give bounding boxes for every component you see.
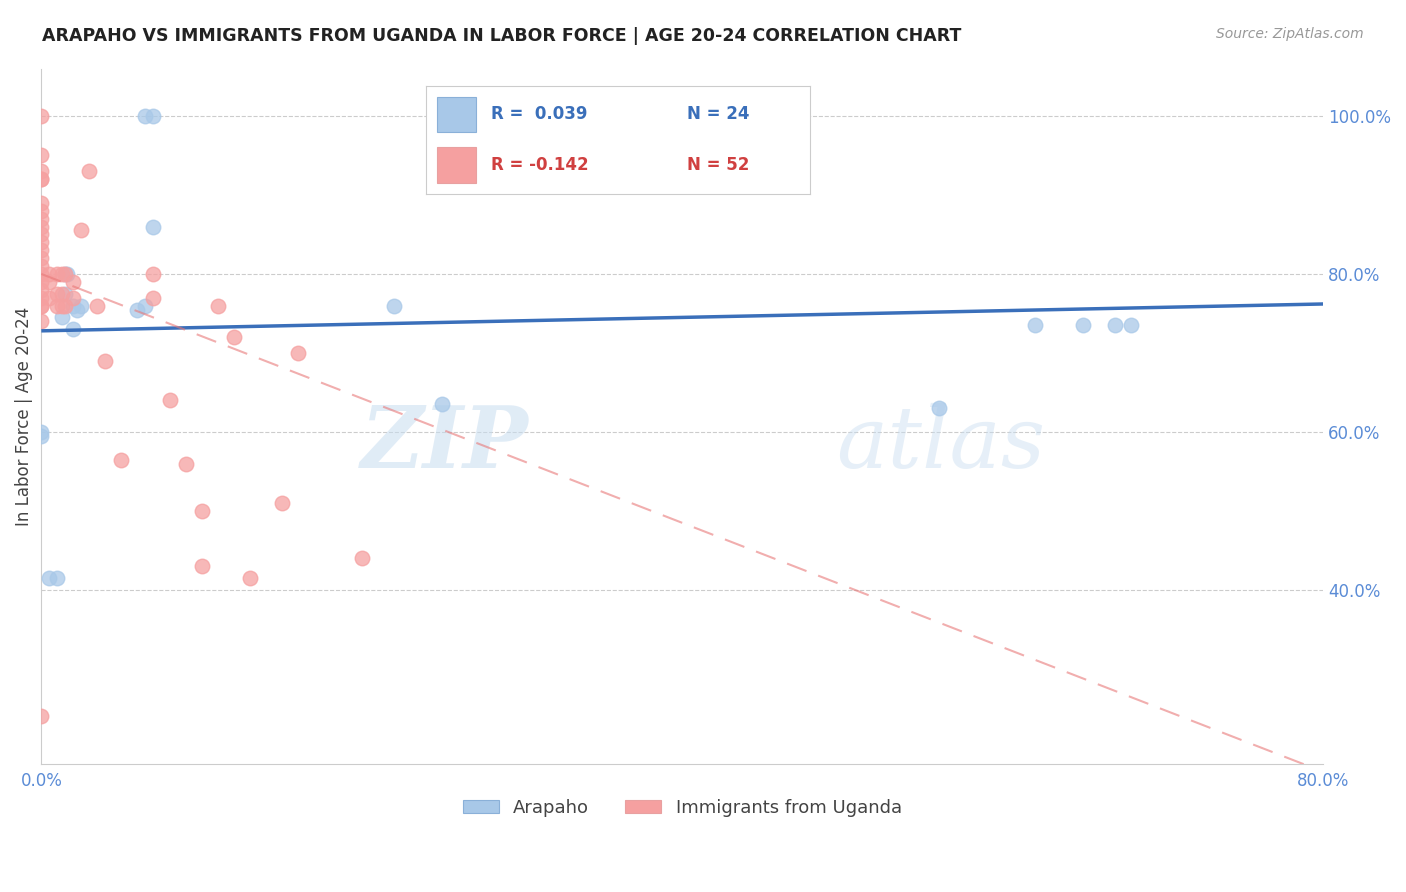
Point [110, 452, 132, 467]
Point [79, 164, 101, 178]
Text: Source: ZipAtlas.com: Source: ZipAtlas.com [1216, 27, 1364, 41]
Point [53, 286, 76, 301]
Point [142, 109, 165, 123]
Point [65, 302, 87, 317]
Point [30, 227, 52, 242]
Point [239, 571, 262, 585]
Point [30, 275, 52, 289]
Point [46, 299, 69, 313]
Point [62, 275, 84, 289]
Point [30, 709, 52, 723]
Point [1024, 318, 1046, 333]
Point [62, 299, 84, 313]
Y-axis label: In Labor Force | Age 20-24: In Labor Force | Age 20-24 [15, 307, 32, 525]
Point [46, 267, 69, 281]
Point [30, 299, 52, 313]
Point [30, 172, 52, 186]
Point [142, 291, 165, 305]
Point [30, 267, 52, 281]
Point [94, 354, 117, 368]
Point [430, 397, 453, 411]
Point [30, 172, 52, 186]
Point [134, 299, 156, 313]
Point [159, 393, 181, 408]
Point [350, 551, 373, 566]
Point [38, 267, 60, 281]
Point [142, 219, 165, 234]
Point [30, 259, 52, 273]
Point [56, 267, 79, 281]
Point [53, 299, 76, 313]
Point [30, 164, 52, 178]
Point [382, 299, 405, 313]
Point [1104, 318, 1126, 333]
Point [30, 203, 52, 218]
Point [62, 291, 84, 305]
Point [30, 235, 52, 250]
Point [30, 195, 52, 210]
Point [222, 330, 245, 344]
Point [86, 299, 108, 313]
Point [46, 571, 69, 585]
Point [30, 314, 52, 328]
Point [70, 299, 93, 313]
Legend: Arapaho, Immigrants from Uganda: Arapaho, Immigrants from Uganda [456, 792, 910, 824]
Point [287, 346, 309, 360]
Point [30, 425, 52, 439]
Point [134, 109, 156, 123]
Point [142, 267, 165, 281]
Point [30, 211, 52, 226]
Point [46, 286, 69, 301]
Text: atlas: atlas [837, 402, 1045, 485]
Point [30, 219, 52, 234]
Point [51, 310, 73, 325]
Point [38, 291, 60, 305]
Point [53, 267, 76, 281]
Point [30, 251, 52, 265]
Point [70, 223, 93, 237]
Point [30, 299, 52, 313]
Point [190, 559, 212, 574]
Point [207, 299, 229, 313]
Text: ARAPAHO VS IMMIGRANTS FROM UGANDA IN LABOR FORCE | AGE 20-24 CORRELATION CHART: ARAPAHO VS IMMIGRANTS FROM UGANDA IN LAB… [42, 27, 962, 45]
Point [30, 109, 52, 123]
Point [62, 322, 84, 336]
Point [38, 275, 60, 289]
Point [127, 302, 149, 317]
Point [174, 457, 197, 471]
Point [30, 291, 52, 305]
Point [30, 429, 52, 443]
Point [51, 299, 73, 313]
Point [53, 267, 76, 281]
Point [30, 244, 52, 258]
Point [1119, 318, 1142, 333]
Point [1071, 318, 1094, 333]
Point [928, 401, 950, 416]
Point [38, 571, 60, 585]
Point [190, 504, 212, 518]
Point [30, 283, 52, 297]
Point [270, 496, 292, 510]
Point [51, 267, 73, 281]
Point [51, 286, 73, 301]
Text: ZIP: ZIP [360, 402, 529, 486]
Point [30, 148, 52, 162]
